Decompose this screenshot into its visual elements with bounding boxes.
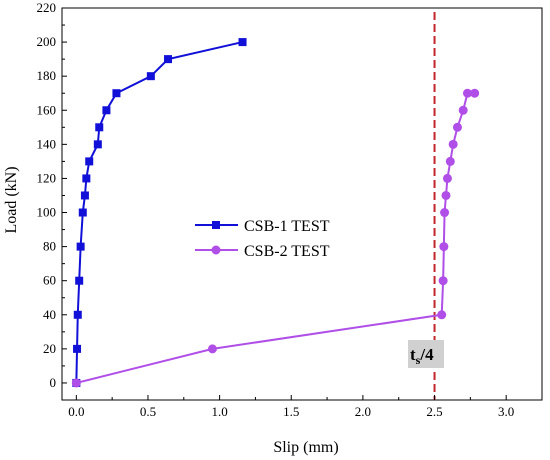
- series-1-point: [146, 72, 155, 81]
- series-2-point: [441, 190, 451, 200]
- series-2-point: [439, 242, 449, 252]
- series-1-point: [73, 344, 82, 353]
- x-tick-label: 3.0: [498, 404, 514, 419]
- series-2-point: [462, 88, 472, 98]
- series-1-point: [238, 38, 247, 47]
- y-tick-label: 80: [43, 239, 56, 254]
- x-axis-ticks: 0.0 0.5 1.0 1.5 2.0 2.5 3.0: [68, 395, 514, 419]
- y-axis-title: Load (kN): [3, 166, 20, 233]
- series-2-point: [207, 344, 217, 354]
- y-tick-label: 140: [37, 136, 57, 151]
- series-1-point: [73, 310, 82, 319]
- y-tick-label: 180: [37, 68, 57, 83]
- annotation-suffix: /4: [419, 345, 434, 364]
- x-tick-label: 2.5: [426, 404, 442, 419]
- y-tick-label: 0: [50, 375, 57, 390]
- series-1-point: [93, 140, 102, 149]
- series-2-point: [71, 378, 81, 388]
- series-2-point: [452, 122, 462, 132]
- series-2-point: [445, 156, 455, 166]
- series-line-2: [76, 92, 475, 384]
- y-tick-label: 100: [37, 205, 57, 220]
- annotation-main: t: [410, 345, 416, 364]
- series-2-point: [440, 208, 450, 218]
- y-axis-ticks: 0 20 40 60 80 100 120 140 160 180 200 220: [37, 0, 67, 390]
- legend-marker-csb2: [211, 245, 221, 255]
- series-line-1: [75, 41, 243, 383]
- y-tick-label: 40: [43, 307, 56, 322]
- series-2-point: [470, 88, 480, 98]
- series-1-point: [76, 242, 85, 251]
- series-2-point: [442, 173, 452, 183]
- series-2-point: [448, 139, 458, 149]
- x-tick-label: 0.5: [140, 404, 156, 419]
- annotation-label: ts/4: [410, 345, 434, 367]
- y-tick-label: 60: [43, 273, 56, 288]
- series-1-point: [75, 276, 84, 285]
- x-tick-label: 0.0: [68, 404, 84, 419]
- y-tick-label: 20: [43, 341, 56, 356]
- series-1-point: [112, 89, 121, 98]
- legend-label-csb1: CSB-1 TEST: [244, 218, 330, 235]
- series-1-point: [102, 106, 111, 115]
- y-tick-label: 220: [37, 0, 57, 15]
- x-tick-label: 1.0: [211, 404, 227, 419]
- series-2-point: [438, 276, 448, 286]
- x-tick-label: 1.5: [283, 404, 299, 419]
- plot-area: [61, 7, 543, 401]
- series-2-point: [437, 310, 447, 320]
- series-2-point: [458, 105, 468, 115]
- x-tick-label: 2.0: [355, 404, 371, 419]
- annotation-subscript: s: [416, 353, 421, 367]
- series-lines: [71, 12, 480, 400]
- ts-over-4-annotation: ts/4: [408, 340, 444, 368]
- y-tick-label: 120: [37, 170, 57, 185]
- legend: CSB-1 TEST CSB-2 TEST: [195, 218, 330, 260]
- x-axis-title: Slip (mm): [273, 439, 338, 456]
- series-1-point: [95, 123, 104, 132]
- series-1-point: [80, 191, 89, 200]
- legend-marker-csb1: [212, 221, 220, 229]
- series-1-point: [164, 55, 173, 64]
- plot-frame: [61, 7, 543, 401]
- annotation-box: [408, 340, 444, 368]
- legend-label-csb2: CSB-2 TEST: [244, 243, 330, 260]
- series-1-point: [78, 208, 87, 217]
- series-1-point: [85, 157, 94, 166]
- y-tick-label: 200: [37, 34, 57, 49]
- y-tick-label: 160: [37, 102, 57, 117]
- series-1-point: [82, 174, 91, 183]
